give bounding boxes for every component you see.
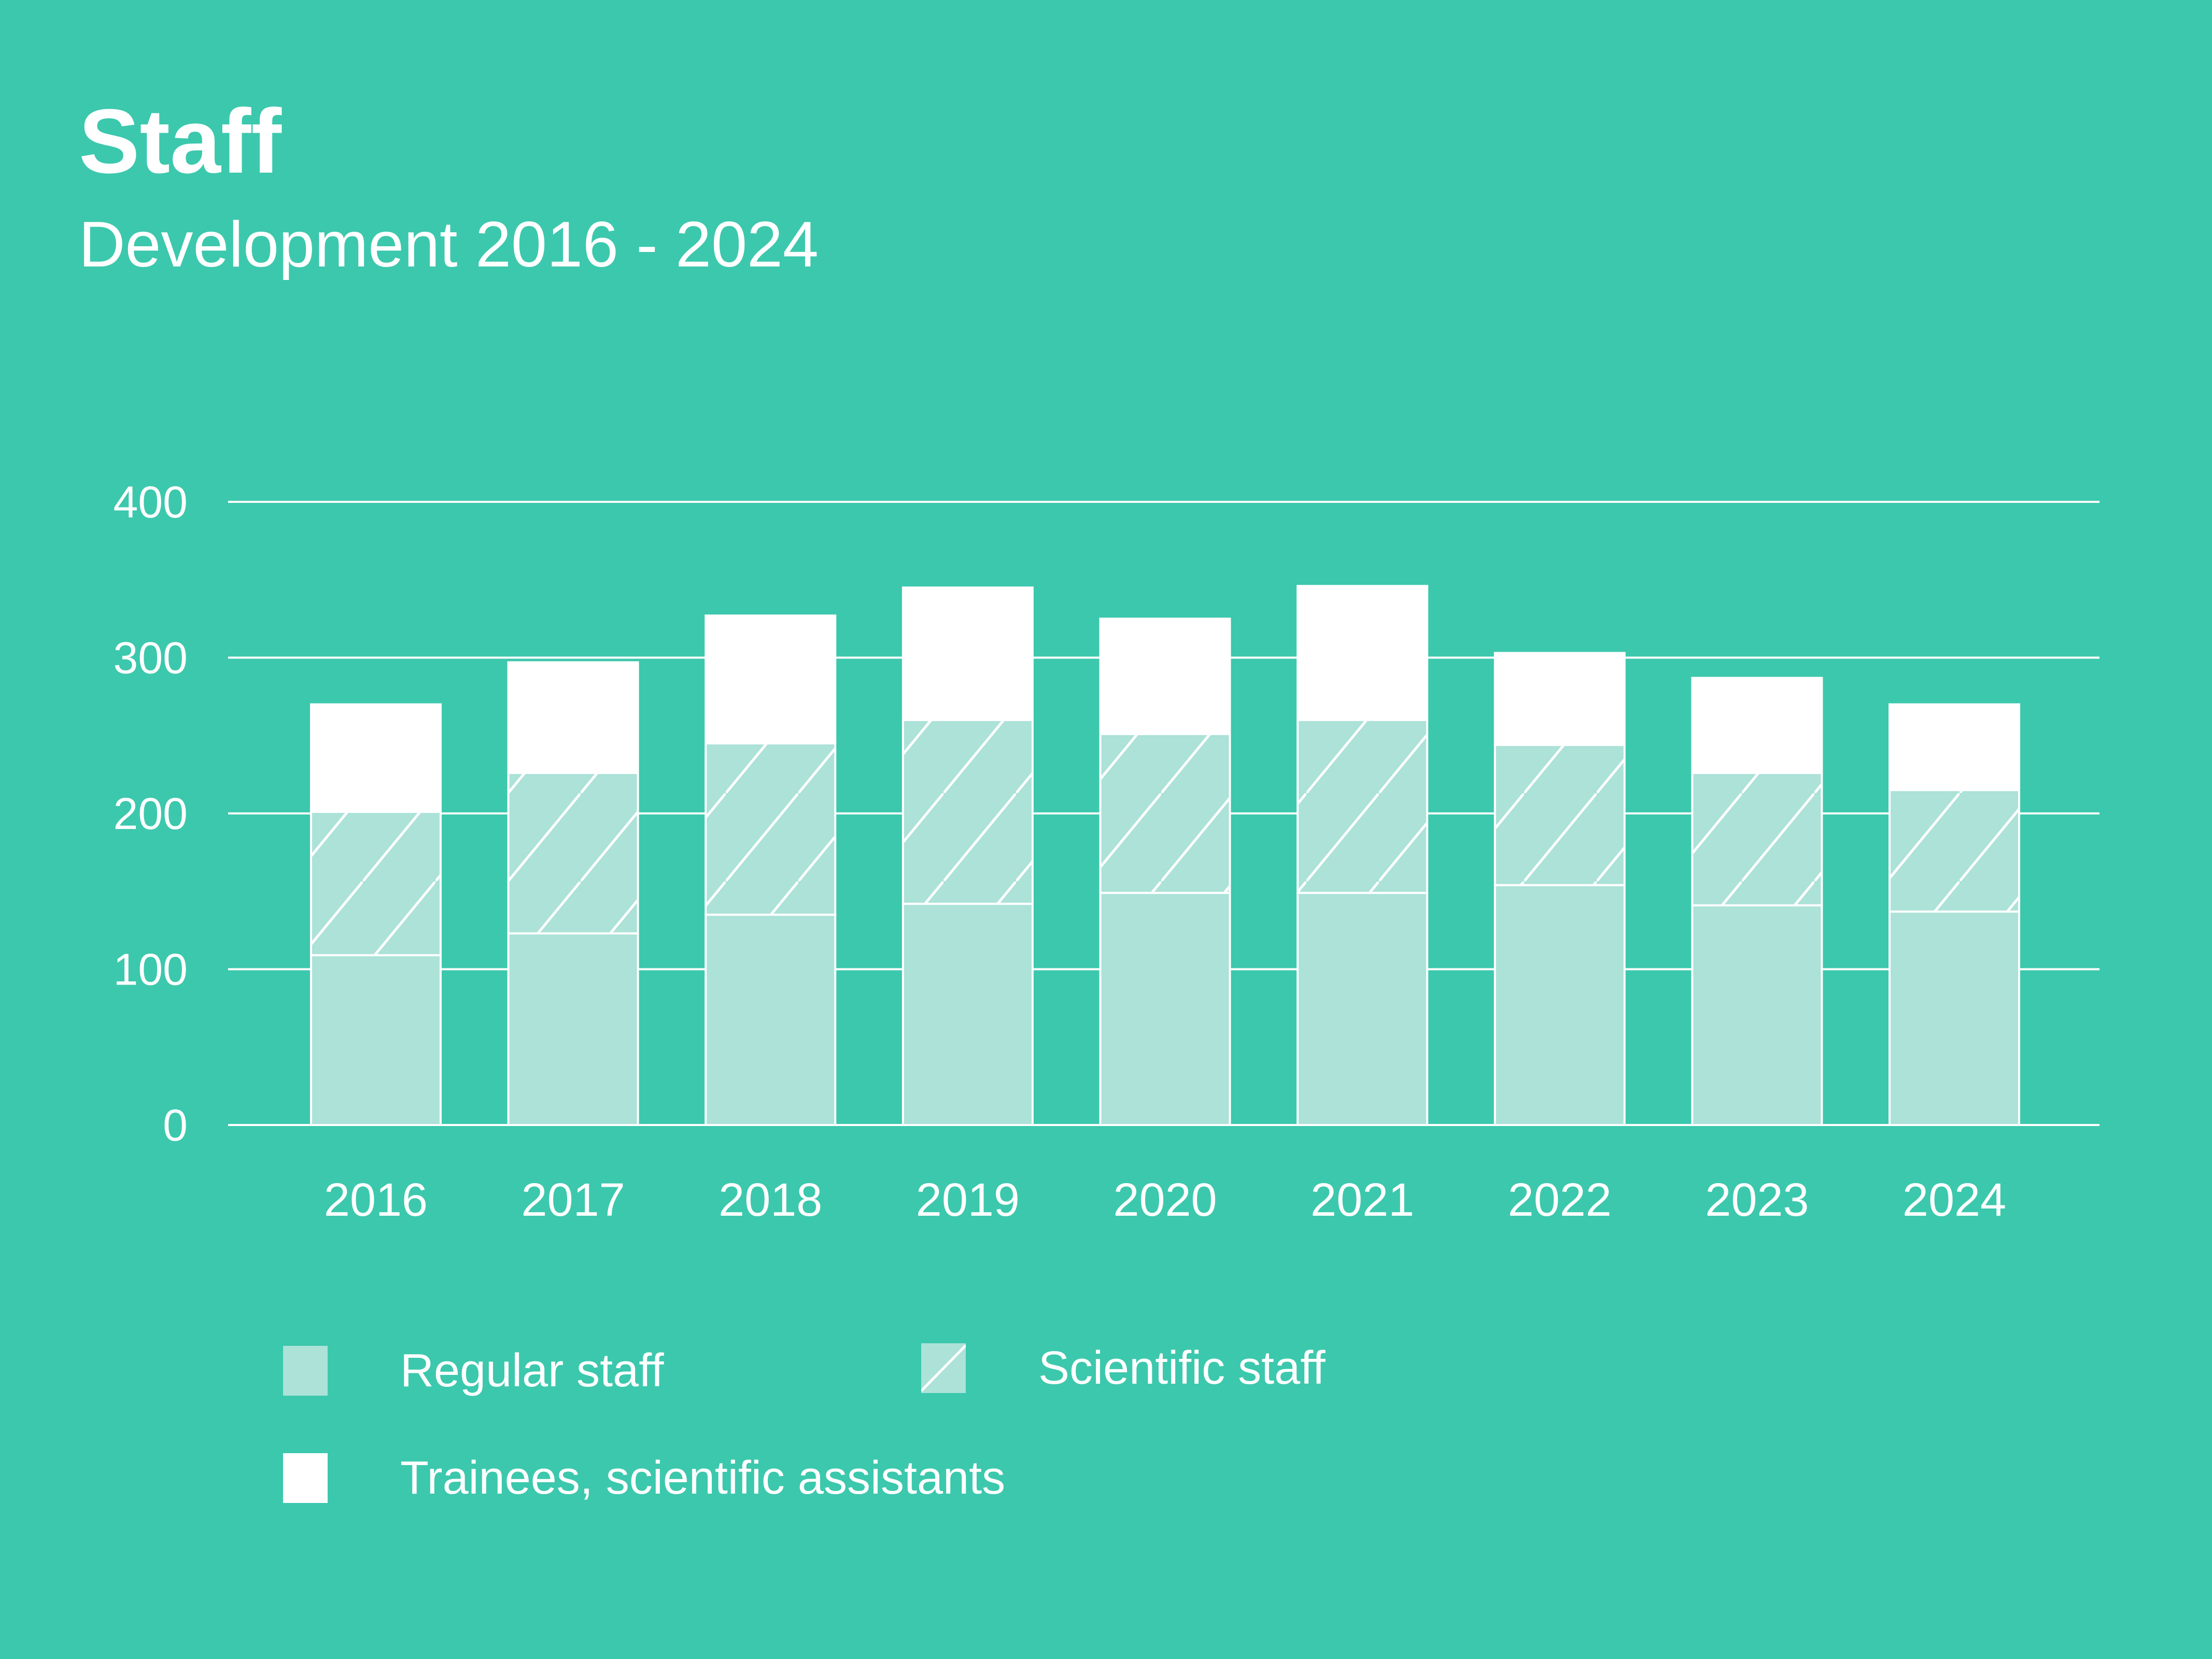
bar-segment-scientific-2019 <box>901 719 1034 905</box>
bar-segment-trainees-2016 <box>310 703 442 813</box>
bar-segment-trainees-2019 <box>901 586 1034 721</box>
bar-segment-regular-2023 <box>1691 904 1823 1127</box>
legend-item-trainees: Trainees, scientific assistants <box>283 1453 1005 1503</box>
x-tick-label-2024: 2024 <box>1903 1174 2006 1226</box>
bar-segment-regular-2021 <box>1297 892 1429 1126</box>
y-tick-label-0: 0 <box>163 1101 188 1150</box>
bar-segment-scientific-2024 <box>1889 789 2020 913</box>
bar-segment-trainees-2021 <box>1297 585 1429 721</box>
bar-segment-trainees-2020 <box>1099 617 1231 735</box>
x-tick-label-2020: 2020 <box>1113 1174 1217 1226</box>
legend-item-scientific: Scientific staff <box>921 1343 1326 1393</box>
y-tick-label-200: 200 <box>114 789 188 839</box>
bar-segment-regular-2018 <box>705 913 837 1126</box>
x-tick-label-2017: 2017 <box>522 1174 625 1226</box>
legend-swatch-regular <box>283 1346 328 1396</box>
x-tick-label-2021: 2021 <box>1311 1174 1414 1226</box>
bar-segment-scientific-2016 <box>310 810 442 957</box>
legend-swatch-trainees <box>283 1453 328 1503</box>
x-tick-label-2016: 2016 <box>324 1174 428 1226</box>
bar-segment-trainees-2023 <box>1691 677 1823 774</box>
legend-swatch-scientific <box>921 1343 966 1393</box>
bar-segment-scientific-2020 <box>1099 733 1231 894</box>
x-tick-label-2018: 2018 <box>718 1174 822 1226</box>
bar-segment-scientific-2017 <box>507 771 639 935</box>
bar-segment-trainees-2024 <box>1889 703 2020 791</box>
bar-segment-scientific-2022 <box>1494 743 1626 887</box>
chart-title: Staff <box>79 91 282 192</box>
y-tick-label-300: 300 <box>114 634 188 683</box>
legend-label-scientific: Scientific staff <box>1038 1342 1326 1394</box>
bar-segment-trainees-2017 <box>507 661 639 774</box>
chart-subtitle: Development 2016 - 2024 <box>79 209 819 280</box>
bar-segment-scientific-2021 <box>1297 719 1429 894</box>
legend-label-regular: Regular staff <box>400 1345 664 1397</box>
legend-item-regular: Regular staff <box>283 1346 664 1396</box>
y-tick-label-400: 400 <box>114 477 188 527</box>
bar-segment-scientific-2023 <box>1691 771 1823 907</box>
bar-segment-regular-2020 <box>1099 892 1231 1126</box>
bar-segment-regular-2016 <box>310 954 442 1126</box>
y-tick-label-100: 100 <box>114 945 188 995</box>
bar-segment-regular-2024 <box>1889 910 2020 1126</box>
x-tick-label-2022: 2022 <box>1508 1174 1612 1226</box>
bar-segment-scientific-2018 <box>705 742 837 916</box>
x-tick-label-2023: 2023 <box>1705 1174 1809 1226</box>
bar-segment-regular-2022 <box>1494 884 1626 1126</box>
bar-segment-trainees-2018 <box>705 614 837 744</box>
legend-label-trainees: Trainees, scientific assistants <box>400 1452 1006 1504</box>
bar-segment-regular-2019 <box>901 903 1034 1127</box>
bar-segment-trainees-2022 <box>1494 652 1626 746</box>
x-tick-label-2019: 2019 <box>916 1174 1020 1226</box>
bar-segment-regular-2017 <box>507 932 639 1126</box>
